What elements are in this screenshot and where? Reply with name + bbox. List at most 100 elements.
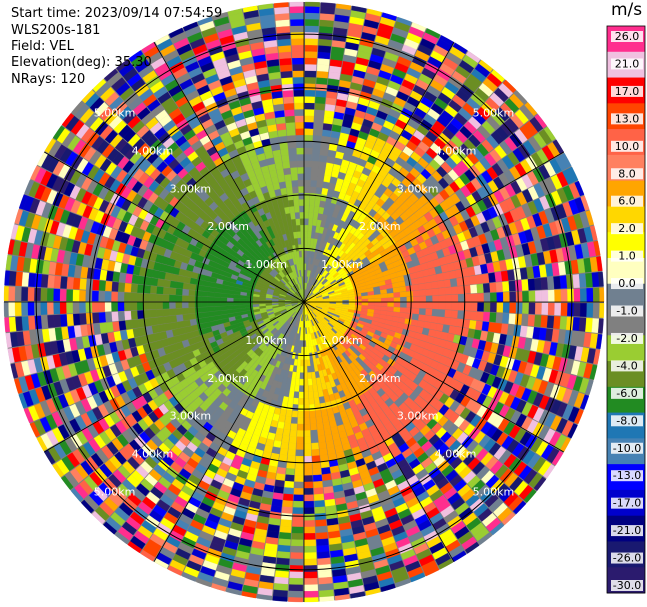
ppi-gate xyxy=(312,141,321,149)
ppi-gate xyxy=(318,38,332,47)
ppi-gate xyxy=(143,309,151,319)
ppi-gate xyxy=(283,487,294,495)
ppi-gate xyxy=(188,313,197,320)
ppi-gate xyxy=(188,295,196,302)
ppi-gate xyxy=(444,287,452,295)
ppi-gate xyxy=(304,231,308,238)
ppi-gate xyxy=(286,186,293,195)
ppi-gate xyxy=(278,532,292,540)
ppi-gate xyxy=(303,359,308,367)
ppi-gate xyxy=(104,301,112,312)
ppi-gate xyxy=(278,538,291,547)
ppi-gate xyxy=(189,318,198,326)
ppi-gate xyxy=(425,295,433,303)
ppi-gate xyxy=(294,108,305,116)
ppi-gate xyxy=(53,288,61,302)
ppi-gate xyxy=(296,141,305,149)
ppi-gate xyxy=(46,301,54,315)
ppi-gate xyxy=(288,199,295,207)
ppi-gate xyxy=(436,273,444,282)
ppi-gate xyxy=(124,310,132,321)
ppi-gate xyxy=(313,122,323,130)
ppi-gate xyxy=(292,63,305,71)
ppi-gate xyxy=(300,224,305,232)
ppi-gate xyxy=(141,41,157,54)
ppi-gate xyxy=(279,57,292,66)
ppi-gate xyxy=(293,76,305,84)
ppi-gate xyxy=(304,256,307,264)
ppi-gate xyxy=(598,271,604,287)
ppi-gate xyxy=(304,57,317,65)
ppi-gate xyxy=(273,2,289,8)
ppi-gate xyxy=(316,180,324,188)
ppi-gate xyxy=(303,533,316,541)
ppi-gate xyxy=(513,90,528,105)
ppi-gate xyxy=(37,151,49,167)
ppi-gate xyxy=(489,282,497,293)
ppi-gate xyxy=(308,205,315,213)
ppi-gate xyxy=(298,198,305,206)
ppi-gate xyxy=(316,551,330,559)
ppi-gate xyxy=(289,6,305,14)
ppi-gate xyxy=(309,192,316,200)
ppi-gate xyxy=(304,166,312,174)
ppi-gate xyxy=(470,293,478,303)
ppi-gate xyxy=(463,285,472,294)
ppi-gate xyxy=(303,507,315,515)
ppi-gate xyxy=(290,423,298,431)
ppi-gate xyxy=(315,532,329,540)
ppi-gate xyxy=(290,167,298,175)
ppi-gate xyxy=(293,488,304,496)
ppi-gate xyxy=(298,186,305,193)
ppi-gate xyxy=(104,281,113,292)
ppi-gate xyxy=(314,109,325,117)
ppi-gate xyxy=(303,539,316,547)
ppi-gate xyxy=(294,468,304,476)
ppi-gate xyxy=(290,173,298,181)
ppi-gate xyxy=(59,314,68,327)
ppi-gate xyxy=(303,500,315,508)
ppi-gate xyxy=(322,479,333,488)
ppi-gate xyxy=(275,563,290,572)
ppi-gate xyxy=(183,319,191,328)
ppi-gate xyxy=(98,291,106,302)
ppi-gate xyxy=(515,291,523,303)
ppi-gate xyxy=(289,12,305,20)
ppi-gate xyxy=(150,317,159,326)
ppi-gate xyxy=(293,391,300,399)
ppi-gate xyxy=(322,421,331,430)
ppi-gate xyxy=(287,141,297,149)
ppi-gate xyxy=(280,519,292,527)
ppi-gate xyxy=(303,577,318,586)
ppi-gate xyxy=(586,287,594,303)
ppi-gate xyxy=(294,384,300,393)
ppi-gate xyxy=(289,429,297,437)
ppi-gate xyxy=(175,308,183,316)
ppi-gate xyxy=(573,288,581,303)
ppi-gate xyxy=(308,384,314,393)
ppi-gate xyxy=(176,320,185,329)
ppi-gate xyxy=(293,397,299,405)
ppi-gate xyxy=(314,102,325,111)
ppi-gate xyxy=(310,179,317,188)
ppi-gate xyxy=(289,384,296,392)
ppi-gate xyxy=(182,313,190,321)
ppi-gate xyxy=(130,292,138,302)
ppi-gate xyxy=(78,301,86,313)
ppi-gate xyxy=(367,294,375,299)
ppi-gate xyxy=(317,564,332,572)
ppi-gate xyxy=(92,78,107,93)
ppi-gate xyxy=(295,378,300,386)
ppi-gate xyxy=(307,224,313,232)
ppi-gate xyxy=(311,371,316,379)
ppi-gate xyxy=(181,289,190,296)
ppi-gate xyxy=(110,301,118,312)
ppi-gate xyxy=(20,301,29,316)
ppi-gate xyxy=(313,487,324,495)
ppi-gate xyxy=(387,297,395,303)
ppi-gate xyxy=(181,307,190,315)
ppi-gate xyxy=(123,292,131,302)
ppi-gate xyxy=(245,298,253,302)
ppi-gate xyxy=(123,301,131,311)
ppi-gate xyxy=(304,173,311,181)
